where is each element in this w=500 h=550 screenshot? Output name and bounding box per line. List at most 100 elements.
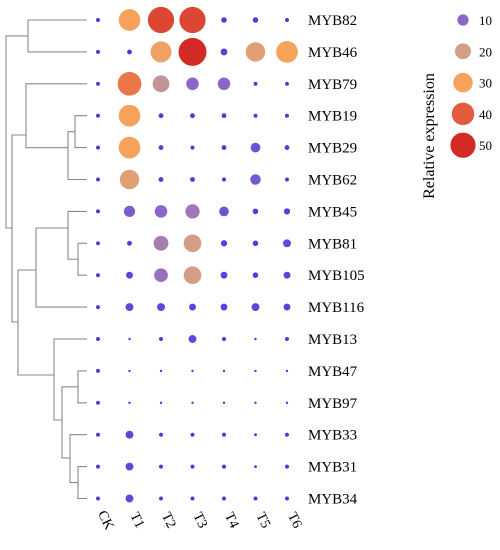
- dendrogram-branch-13: [27, 19, 87, 53]
- bubble-myb33-t3: [190, 432, 195, 437]
- bubble-myb82-ck: [96, 18, 100, 22]
- gene-label-myb29: MYB29: [308, 141, 357, 157]
- condition-label-ck: CK: [94, 508, 116, 532]
- gene-label-myb13: MYB13: [308, 332, 357, 348]
- bubble-myb34-t4: [222, 496, 226, 501]
- bubble-myb47-t5: [254, 369, 257, 373]
- bubble-myb29-t2: [158, 145, 164, 151]
- bubble-myb82-t6: [285, 18, 289, 22]
- bubble-myb45-t3: [185, 204, 200, 219]
- dendrogram-branch-6: [77, 370, 87, 404]
- bubble-myb45-t2: [154, 205, 168, 218]
- bubble-myb46-t3: [178, 37, 207, 66]
- dendrogram-branch-4: [67, 210, 87, 260]
- bubble-myb62-ck: [96, 177, 100, 182]
- bubble-myb45-t4: [219, 206, 229, 217]
- dendrogram-branch-2: [25, 83, 87, 149]
- bubble-myb62-t5: [250, 174, 261, 185]
- bubble-myb19-t3: [190, 113, 195, 119]
- bubble-myb116-ck: [96, 305, 100, 310]
- bubble-myb31-ck: [96, 464, 100, 469]
- gene-label-myb19: MYB19: [308, 109, 357, 125]
- legend-label-40: 40: [479, 107, 492, 122]
- legend-label-30: 30: [479, 76, 492, 91]
- dendrogram-branch-7: [77, 466, 87, 500]
- gene-label-myb81: MYB81: [308, 236, 357, 252]
- bubble-myb13-t1: [128, 337, 131, 341]
- bubble-myb97-t4: [222, 401, 226, 404]
- bubble-myb13-t2: [159, 337, 163, 341]
- bubble-myb46-t6: [276, 41, 298, 63]
- bubble-myb105-t3: [183, 266, 202, 285]
- bubble-myb31-t3: [190, 464, 195, 469]
- bubble-myb79-t4: [217, 77, 231, 91]
- dendrogram-branch-8: [69, 434, 87, 484]
- bubble-myb46-t2: [150, 41, 172, 63]
- bubble-grid: [96, 6, 298, 503]
- bubble-myb79-t3: [186, 77, 199, 91]
- dendrogram-branch-3: [77, 242, 87, 276]
- condition-label-t5: T5: [252, 510, 272, 531]
- bubble-myb47-t3: [191, 369, 194, 373]
- condition-label-t3: T3: [189, 510, 209, 531]
- bubble-myb34-t3: [190, 496, 195, 501]
- bubble-myb116-t6: [283, 303, 291, 311]
- bubble-myb82-t1: [118, 9, 141, 31]
- condition-label-t1: T1: [126, 510, 146, 531]
- gene-label-myb33: MYB33: [308, 428, 357, 444]
- bubble-myb45-t5: [252, 208, 259, 215]
- gene-label-myb47: MYB47: [308, 364, 358, 380]
- legend-label-10: 10: [479, 13, 492, 28]
- bubble-myb29-t1: [118, 136, 141, 159]
- bubble-myb97-t5: [254, 401, 257, 404]
- bubble-myb19-t1: [118, 104, 141, 127]
- dendrogram-branch-9: [61, 386, 78, 459]
- legend-title: Relative expression: [421, 73, 438, 199]
- bubble-myb19-t6: [285, 113, 289, 118]
- dendrogram-branch-0: [74, 115, 87, 149]
- bubble-myb97-ck: [96, 400, 100, 405]
- bubble-myb13-t5: [254, 337, 257, 341]
- condition-label-t6: T6: [284, 510, 304, 531]
- gene-label-myb62: MYB62: [308, 173, 357, 189]
- bubble-myb81-t2: [153, 235, 169, 251]
- bubble-myb31-t4: [222, 464, 226, 469]
- bubble-myb29-t6: [284, 145, 290, 151]
- gene-label-myb116: MYB116: [308, 300, 365, 316]
- bubble-myb79-t1: [117, 71, 142, 96]
- bubble-myb79-ck: [96, 81, 100, 86]
- bubble-myb62-t2: [158, 177, 164, 182]
- bubble-myb46-t5: [245, 42, 266, 62]
- bubble-myb47-ck: [96, 368, 100, 373]
- gene-label-myb46: MYB46: [308, 45, 358, 61]
- bubble-myb47-t1: [128, 369, 131, 373]
- bubble-myb13-t3: [188, 335, 197, 343]
- bubble-myb82-t5: [252, 17, 259, 23]
- bubble-myb105-ck: [96, 273, 100, 278]
- bubble-myb33-t1: [125, 430, 134, 439]
- bubble-myb19-t4: [221, 113, 227, 119]
- condition-label-t2: T2: [158, 510, 178, 531]
- bubble-myb45-t6: [283, 208, 291, 215]
- dendrogram-branch-12: [11, 134, 26, 323]
- condition-labels: CK T1 T2 T3 T4 T5 T6: [94, 508, 304, 532]
- bubble-myb79-t5: [253, 81, 258, 86]
- dendrogram-branch-14: [5, 35, 28, 229]
- bubble-myb97-t3: [191, 401, 194, 404]
- gene-label-myb34: MYB34: [308, 492, 358, 508]
- bubble-myb19-ck: [96, 113, 100, 118]
- bubble-myb81-t5: [252, 240, 259, 247]
- bubble-myb81-t1: [127, 240, 132, 246]
- bubble-myb31-t1: [125, 462, 134, 471]
- bubble-myb33-t2: [159, 432, 163, 437]
- bubble-myb105-t6: [283, 271, 291, 279]
- bubble-myb31-t5: [254, 465, 257, 468]
- dendrogram-branch-5: [35, 227, 87, 308]
- bubble-myb34-t1: [125, 494, 134, 503]
- bubble-myb105-t1: [126, 271, 133, 279]
- bubble-myb33-t6: [285, 432, 289, 437]
- legend-bubble-20: [455, 43, 471, 60]
- legend-bubble-50: [450, 132, 476, 158]
- bubble-myb79-t6: [285, 81, 289, 86]
